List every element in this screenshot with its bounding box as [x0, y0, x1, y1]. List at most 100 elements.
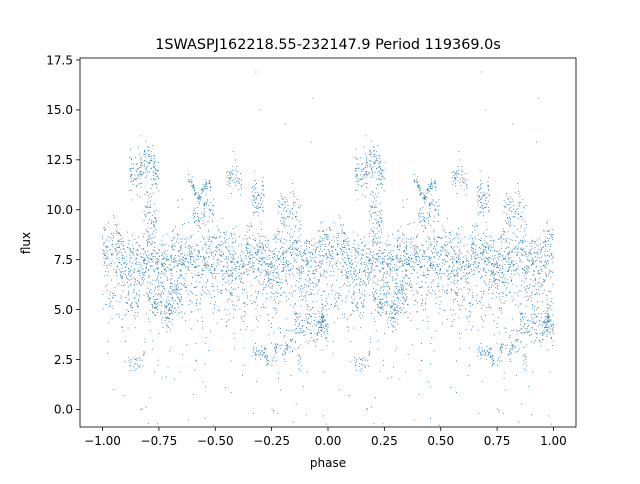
data-point	[337, 260, 339, 262]
data-point	[385, 301, 387, 303]
data-point	[349, 262, 351, 264]
data-point	[290, 209, 292, 211]
data-point	[365, 270, 367, 272]
data-point	[366, 164, 368, 166]
data-point	[531, 285, 533, 287]
data-point	[373, 269, 375, 271]
data-point	[402, 261, 404, 263]
data-point	[366, 161, 367, 163]
data-point	[362, 194, 364, 196]
data-point	[196, 299, 198, 301]
data-point	[395, 288, 397, 290]
data-point	[344, 283, 345, 285]
data-point	[346, 277, 348, 279]
data-point	[527, 320, 529, 322]
data-point	[135, 250, 137, 252]
data-point	[404, 277, 406, 279]
data-point	[124, 271, 126, 273]
data-point	[366, 166, 368, 168]
data-point	[152, 184, 154, 186]
data-point	[122, 244, 124, 246]
data-point	[280, 213, 282, 215]
data-point	[322, 262, 324, 264]
data-point	[358, 289, 360, 291]
data-point	[442, 259, 444, 261]
data-point	[323, 255, 325, 257]
data-point	[161, 281, 163, 283]
data-point	[212, 236, 214, 238]
data-point	[280, 193, 282, 194]
data-point	[263, 306, 265, 308]
data-point	[221, 293, 223, 294]
data-point	[487, 257, 489, 259]
data-point	[190, 311, 192, 313]
data-point	[384, 332, 385, 334]
data-point	[245, 329, 247, 331]
data-point	[487, 200, 489, 202]
data-point	[437, 277, 439, 279]
data-point	[203, 244, 205, 246]
data-point	[287, 208, 289, 210]
data-point	[429, 204, 431, 206]
data-point	[172, 260, 174, 262]
data-point	[531, 292, 532, 294]
data-point	[326, 283, 328, 285]
data-point	[270, 263, 272, 265]
data-point	[253, 301, 255, 303]
data-point	[204, 186, 206, 187]
data-point	[144, 251, 146, 252]
data-point	[445, 261, 447, 263]
data-point	[145, 263, 147, 265]
data-point	[452, 309, 454, 311]
data-point	[460, 184, 462, 186]
data-point	[276, 259, 277, 261]
data-point	[160, 301, 162, 303]
data-point	[437, 209, 439, 211]
data-point	[188, 247, 190, 249]
data-point	[243, 320, 245, 322]
data-point	[487, 259, 489, 261]
data-point	[169, 309, 171, 311]
data-point	[464, 268, 466, 270]
data-point	[355, 283, 357, 285]
data-point	[418, 185, 420, 187]
data-point	[190, 290, 192, 292]
data-point	[205, 282, 207, 284]
data-point	[242, 273, 244, 275]
data-point	[421, 258, 423, 260]
data-point	[282, 254, 284, 256]
data-point	[233, 255, 235, 257]
data-point	[363, 269, 365, 271]
data-point	[312, 312, 314, 314]
data-point	[490, 250, 492, 252]
data-point	[182, 238, 184, 240]
data-point	[511, 281, 513, 282]
data-point	[209, 269, 211, 271]
data-point	[509, 225, 511, 227]
data-point	[474, 270, 476, 272]
data-point	[365, 159, 367, 161]
data-point	[145, 168, 147, 170]
data-point	[432, 264, 434, 265]
data-point	[545, 240, 546, 242]
data-point	[454, 180, 456, 181]
data-point	[461, 166, 463, 167]
data-point	[386, 263, 388, 265]
data-point	[492, 272, 494, 273]
data-point	[518, 275, 520, 277]
data-point	[548, 229, 550, 231]
data-point	[395, 256, 397, 257]
data-point	[386, 262, 388, 264]
data-point	[468, 263, 470, 264]
data-point	[324, 276, 326, 278]
data-point	[419, 210, 421, 212]
data-point	[528, 295, 530, 297]
data-point	[354, 254, 356, 256]
data-point	[329, 229, 331, 231]
data-point	[491, 348, 493, 350]
data-point	[148, 155, 150, 157]
data-point	[394, 307, 396, 309]
data-point	[211, 241, 213, 243]
data-point	[463, 276, 465, 277]
data-point	[451, 290, 453, 292]
